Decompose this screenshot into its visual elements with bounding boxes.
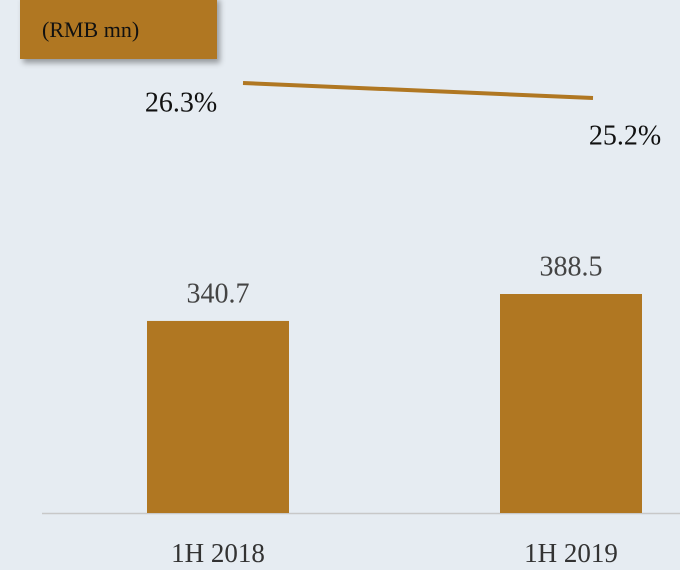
bar-value-label: 340.7 (187, 278, 250, 309)
x-tick-label: 1H 2018 (171, 538, 265, 568)
x-tick-label: 1H 2019 (524, 538, 618, 568)
line-value-label: 25.2% (589, 120, 661, 151)
bar (147, 320, 289, 513)
unit-label: (RMB mn) (42, 17, 139, 42)
bar-value-label: 388.5 (540, 251, 603, 282)
bar (500, 294, 642, 513)
unit-box (20, 0, 217, 59)
margin-line (242, 81, 594, 100)
line-value-label: 26.3% (145, 87, 217, 118)
